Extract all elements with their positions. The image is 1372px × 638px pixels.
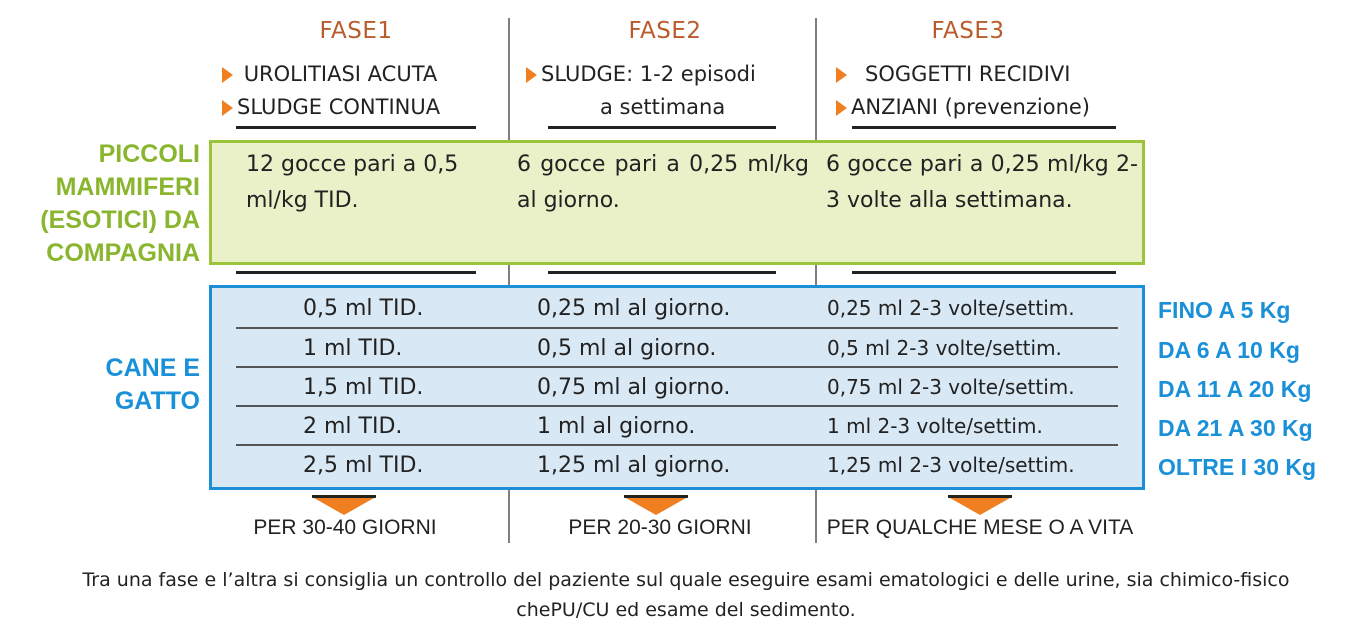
section-separator-3 (852, 271, 1116, 274)
dose-phase-2-row-5: 1,25 ml al giorno. (537, 453, 731, 478)
orange-triangle-icon (222, 100, 233, 116)
dose-phase-1-row-1: 0,5 ml TID. (303, 296, 424, 321)
section-separator-1 (236, 271, 476, 274)
small-mammals-box (209, 140, 1145, 265)
row-separator (236, 327, 1118, 329)
arrow-rim-1 (312, 495, 376, 498)
dose-phase-2-row-2: 0,5 ml al giorno. (537, 336, 717, 361)
row-separator (236, 366, 1118, 368)
dose-phase-2-row-1: 0,25 ml al giorno. (537, 296, 731, 321)
phase-2-criterion-1: SLUDGE: 1-2 episodi (526, 62, 756, 86)
dose-phase-3-row-2: 0,5 ml 2-3 volte/settim. (827, 336, 1062, 360)
orange-triangle-icon (222, 67, 233, 83)
arrow-rim-3 (948, 495, 1012, 498)
dose-phase-2-row-4: 1 ml al giorno. (537, 414, 696, 439)
small-mammals-phase-3: 6 gocce pari a 0,25 ml/kg 2-3 volte alla… (826, 152, 1138, 213)
row-separator (236, 444, 1118, 446)
dose-phase-1-row-3: 1,5 ml TID. (303, 375, 424, 400)
arrow-rim-2 (624, 495, 688, 498)
weight-class-2: DA 6 A 10 Kg (1158, 337, 1300, 363)
phase-1-title: FASE1 (319, 18, 393, 44)
down-arrow-icon (950, 498, 1010, 515)
phase-2-title: FASE2 (628, 18, 702, 44)
down-arrow-icon (626, 498, 686, 515)
section-separator-2 (548, 271, 776, 274)
phase-2-duration: PER 20-30 GIORNI (568, 516, 752, 539)
weight-class-4: DA 21 A 30 Kg (1158, 415, 1313, 441)
orange-triangle-icon (526, 67, 537, 83)
small-mammals-phase-1: 12 gocce pari a 0,5 ml/kg TID. (246, 152, 459, 213)
dose-phase-3-row-4: 1 ml 2-3 volte/settim. (827, 414, 1043, 438)
orange-triangle-icon (836, 67, 847, 83)
footnote: Tra una fase e l’altra si consiglia un c… (82, 569, 1290, 621)
dose-phase-3-row-3: 0,75 ml 2-3 volte/settim. (827, 375, 1075, 399)
small-mammals-phase-2: 6 gocce pari a 0,25 ml/kg al giorno. (517, 152, 809, 213)
weight-class-3: DA 11 A 20 Kg (1158, 376, 1312, 402)
row-separator (236, 405, 1118, 407)
phase-3-title: FASE3 (931, 18, 1005, 44)
dose-phase-1-row-4: 2 ml TID. (303, 414, 403, 439)
phase-1-criterion-2: SLUDGE CONTINUA (222, 95, 440, 119)
dose-phase-3-row-5: 1,25 ml 2-3 volte/settim. (827, 453, 1075, 477)
phase-3-duration: PER QUALCHE MESE O A VITA (826, 516, 1134, 539)
phase-3-criterion-1: SOGGETTI RECIDIVI (836, 62, 1070, 86)
dose-phase-2-row-3: 0,75 ml al giorno. (537, 375, 731, 400)
dose-phase-1-row-2: 1 ml TID. (303, 336, 403, 361)
phase-3-criterion-2: ANZIANI (prevenzione) (836, 95, 1090, 119)
phase-1-criterion-1: UROLITIASI ACUTA (222, 62, 437, 86)
phase-1-underline (236, 126, 476, 129)
phase-3-underline (852, 126, 1116, 129)
phase-2-underline (548, 126, 776, 129)
column-divider-1 (508, 18, 510, 543)
dog-cat-box (209, 285, 1145, 490)
dog-cat-label: CANE E GATTO (105, 354, 200, 415)
dose-phase-1-row-5: 2,5 ml TID. (303, 453, 424, 478)
dose-phase-3-row-1: 0,25 ml 2-3 volte/settim. (827, 296, 1075, 320)
orange-triangle-icon (836, 100, 847, 116)
small-mammals-label: PICCOLI MAMMIFERI (ESOTICI) DA COMPAGNIA (40, 140, 200, 267)
phase-2-criterion-2: a settimana (600, 95, 726, 119)
weight-class-5: OLTRE I 30 Kg (1158, 454, 1317, 480)
column-divider-2 (815, 18, 817, 543)
down-arrow-icon (314, 498, 374, 515)
weight-class-1: FINO A 5 Kg (1158, 297, 1291, 323)
phase-1-duration: PER 30-40 GIORNI (253, 516, 437, 539)
